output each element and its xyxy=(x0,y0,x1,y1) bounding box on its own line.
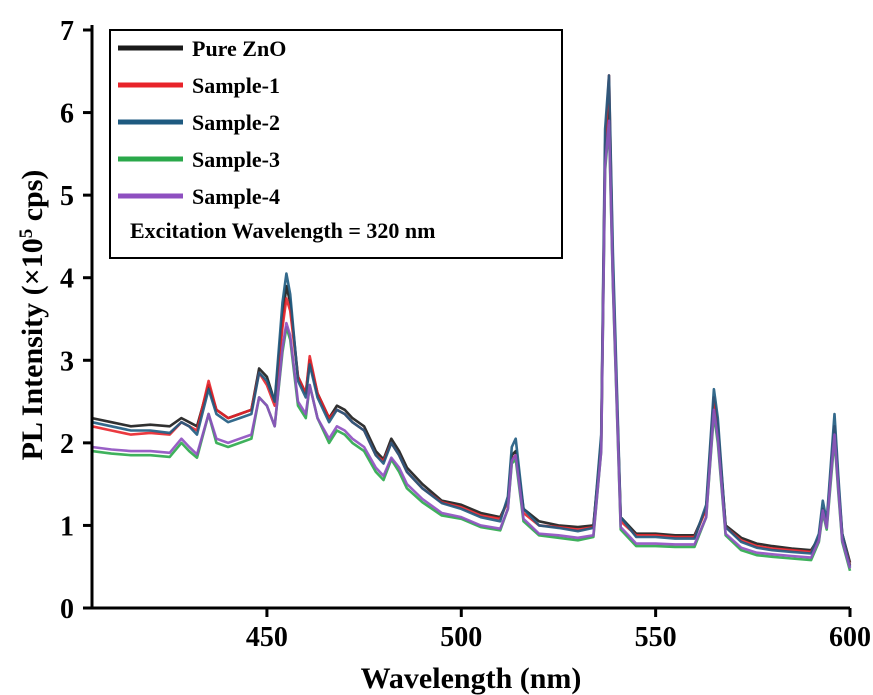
excitation-annotation: Excitation Wavelength = 320 nm xyxy=(130,218,435,243)
legend-label: Sample-1 xyxy=(192,73,280,98)
y-tick-label: 5 xyxy=(60,181,74,212)
x-tick-label: 500 xyxy=(440,622,482,653)
series-layer xyxy=(91,74,852,572)
series-line-sample-3 xyxy=(91,123,852,572)
legend: Pure ZnO Sample-1 Sample-2 Sample-3 Sample-4… xyxy=(109,29,563,259)
y-tick-label: 6 xyxy=(60,99,74,130)
y-axis-title-prefix: PL Intensity (×10 xyxy=(16,238,49,460)
series-line-sample-4 xyxy=(91,119,852,569)
y-tick-label: 0 xyxy=(60,594,74,625)
legend-label: Sample-4 xyxy=(192,184,280,209)
y-tick-label: 4 xyxy=(60,264,74,295)
y-axis-title-exponent: 5 xyxy=(16,229,37,239)
x-tick-label: 550 xyxy=(635,622,677,653)
legend-items: Pure ZnO Sample-1 Sample-2 Sample-3 Sample-4 xyxy=(118,36,286,209)
y-axis-title: PL Intensity (×105 cps) xyxy=(16,170,50,461)
legend-label: Pure ZnO xyxy=(192,36,286,61)
series-line-sample-2 xyxy=(91,74,852,567)
legend-label: Sample-3 xyxy=(192,147,280,172)
ticks-layer: 450 500 550 600 0 1 2 3 4 5 6 7 xyxy=(60,16,871,653)
series-line-sample-1 xyxy=(91,74,852,566)
y-tick-label: 7 xyxy=(60,16,74,47)
y-tick-label: 2 xyxy=(60,429,74,460)
x-tick-label: 600 xyxy=(829,622,871,653)
axes-layer xyxy=(90,25,850,610)
legend-box xyxy=(109,29,563,259)
y-axis-title-suffix: cps) xyxy=(16,170,49,229)
x-axis-title: Wavelength (nm) xyxy=(361,662,582,695)
x-tick-label: 450 xyxy=(246,622,288,653)
legend-label: Sample-2 xyxy=(192,110,280,135)
y-tick-label: 3 xyxy=(60,346,74,377)
y-tick-label: 1 xyxy=(60,511,74,542)
